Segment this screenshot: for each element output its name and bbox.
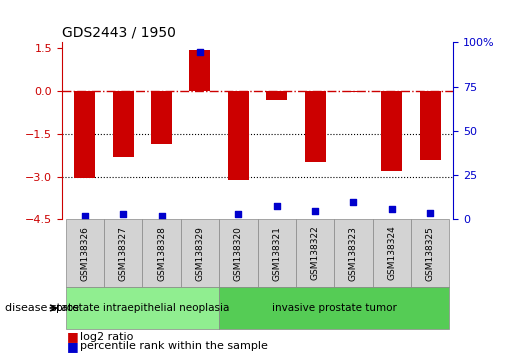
Bar <box>228 91 249 179</box>
Text: GDS2443 / 1950: GDS2443 / 1950 <box>62 26 176 40</box>
Bar <box>334 219 373 287</box>
Point <box>234 211 243 217</box>
Text: GSM138325: GSM138325 <box>426 225 435 281</box>
Text: invasive prostate tumor: invasive prostate tumor <box>272 303 397 313</box>
Bar <box>373 219 411 287</box>
Bar <box>65 287 219 329</box>
Bar <box>181 219 219 287</box>
Bar <box>420 91 441 160</box>
Bar <box>219 287 450 329</box>
Bar <box>304 91 325 162</box>
Point <box>81 213 89 219</box>
Point <box>119 211 127 217</box>
Text: disease state: disease state <box>5 303 79 313</box>
Text: GSM138329: GSM138329 <box>195 225 204 281</box>
Bar <box>151 91 172 144</box>
Text: GSM138323: GSM138323 <box>349 225 358 281</box>
Text: GSM138320: GSM138320 <box>234 225 243 281</box>
Text: GSM138326: GSM138326 <box>80 225 89 281</box>
Bar <box>411 219 450 287</box>
Bar <box>65 219 104 287</box>
Bar <box>113 91 134 157</box>
Bar <box>142 219 181 287</box>
Point <box>196 49 204 55</box>
Bar <box>381 91 402 171</box>
Bar <box>258 219 296 287</box>
Text: GSM138322: GSM138322 <box>311 226 320 280</box>
Bar <box>74 91 95 178</box>
Bar <box>190 50 211 91</box>
Point <box>272 203 281 209</box>
Text: GSM138328: GSM138328 <box>157 225 166 281</box>
Text: log2 ratio: log2 ratio <box>80 332 133 342</box>
Point <box>349 200 357 205</box>
Text: percentile rank within the sample: percentile rank within the sample <box>80 341 268 351</box>
Point <box>158 213 166 219</box>
Bar <box>104 219 142 287</box>
Point <box>311 208 319 214</box>
Text: GSM138321: GSM138321 <box>272 225 281 281</box>
Text: ■: ■ <box>67 330 79 343</box>
Text: GSM138324: GSM138324 <box>387 226 397 280</box>
Bar <box>266 91 287 99</box>
Text: ■: ■ <box>67 340 79 353</box>
Bar <box>296 219 334 287</box>
Bar <box>219 219 258 287</box>
Point <box>426 210 434 216</box>
Text: prostate intraepithelial neoplasia: prostate intraepithelial neoplasia <box>56 303 229 313</box>
Bar <box>343 91 364 92</box>
Text: GSM138327: GSM138327 <box>118 225 128 281</box>
Point <box>388 206 396 212</box>
